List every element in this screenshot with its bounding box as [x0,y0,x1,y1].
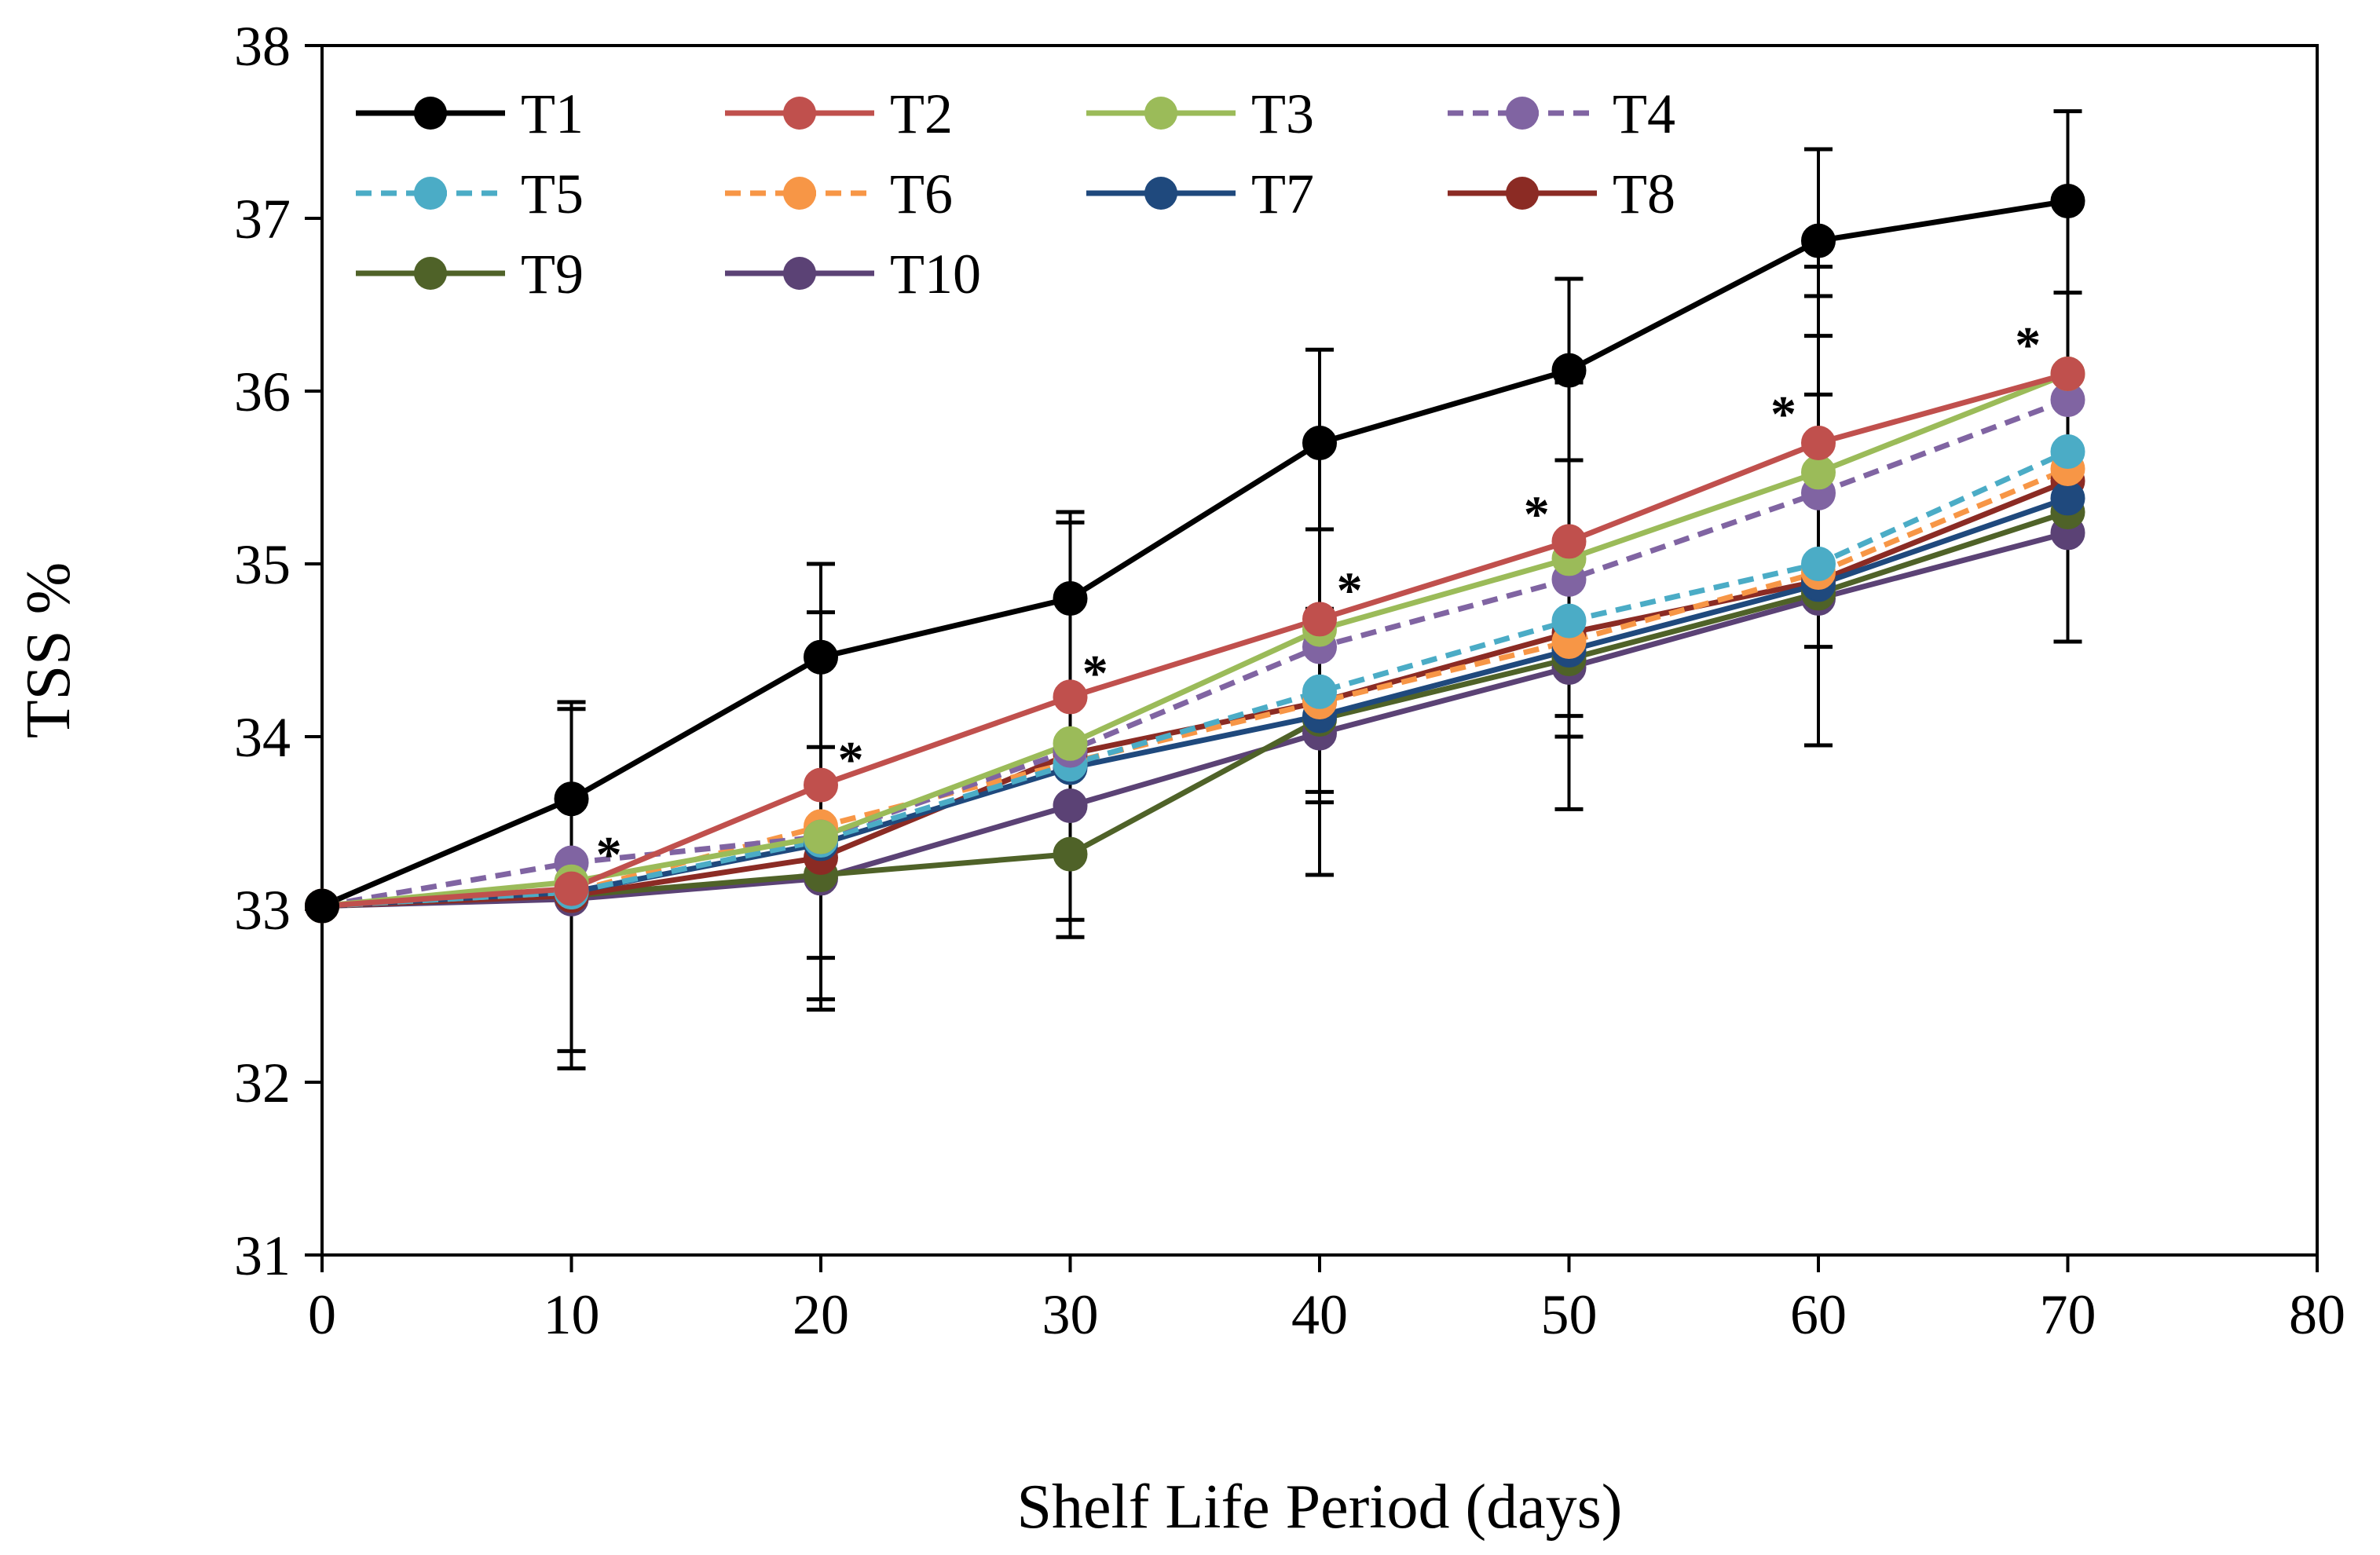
data-point-t1 [1801,223,1836,258]
x-tick-label: 0 [308,1283,336,1346]
legend-label-t8: T8 [1613,163,1675,225]
x-tick-label: 40 [1291,1283,1348,1346]
y-tick-label: 34 [234,706,291,769]
data-point-t2 [1551,524,1587,559]
series-line-t6 [321,466,2069,909]
significance-asterisk: * [1337,562,1363,619]
data-point-t2 [804,767,838,803]
data-point-t10 [1053,788,1088,823]
legend-marker-t4 [1506,97,1539,130]
x-tick-label: 30 [1042,1283,1099,1346]
series-line-t5 [321,448,2069,909]
data-point-t3 [1053,726,1088,761]
x-tick-label: 60 [1790,1283,1847,1346]
x-axis-title: Shelf Life Period (days) [1017,1473,1623,1542]
series-line-t1 [320,198,2069,909]
significance-asterisk: * [1770,386,1796,443]
data-point-t5 [2050,434,2085,469]
data-point-t1 [1551,353,1587,388]
data-point-t3 [1801,455,1836,490]
series-line-t8 [321,478,2069,909]
legend-marker-t2 [783,97,816,130]
significance-asterisk: * [596,826,622,884]
x-tick-label: 10 [544,1283,600,1346]
y-tick-label: 38 [234,15,291,78]
y-tick-label: 36 [234,360,291,423]
data-point-t1 [1302,426,1337,460]
significance-asterisk: * [838,731,864,788]
legend-marker-t1 [414,97,447,130]
legend-marker-t5 [414,177,447,210]
data-point-t5 [1551,603,1587,638]
significance-annotations: * * * * * * * [596,316,2041,884]
legend-label-t4: T4 [1613,82,1675,145]
x-tick-label: 80 [2289,1283,2345,1346]
legend-marker-t10 [783,257,816,290]
y-tick-label: 32 [234,1052,291,1114]
legend-marker-t3 [1144,97,1177,130]
y-tick-label: 35 [234,533,291,596]
x-tick-label: 50 [1541,1283,1598,1346]
legend-marker-t7 [1144,177,1177,210]
legend-label-t9: T9 [521,243,584,306]
x-axis: 0 10 20 30 40 50 60 70 80 [308,1255,2345,1346]
series-line-t2 [321,371,2069,909]
y-tick-label: 33 [234,879,291,942]
legend-label-t1: T1 [521,82,584,145]
y-tick-label: 31 [234,1224,291,1287]
data-point-t1 [554,781,589,817]
legend-label-t6: T6 [890,163,953,225]
legend-label-t5: T5 [521,163,584,225]
data-point-t9 [1053,836,1088,872]
data-point-t3 [804,819,838,854]
data-point-t1 [2050,184,2085,218]
data-point-t2 [2050,357,2085,391]
series-line-t10 [321,530,2069,909]
data-point-t1 [804,639,838,675]
data-point-t5 [1302,674,1337,709]
legend: T1 T2 T3 T4 T5 T6 T7 T8 T9 T10 [356,82,1675,306]
series-markers [305,184,2085,924]
y-tick-label: 37 [234,188,291,251]
data-point-t2 [1053,679,1088,715]
x-tick-label: 70 [2040,1283,2096,1346]
legend-marker-t8 [1506,177,1539,210]
legend-marker-t9 [414,257,447,290]
data-point-t2 [1801,426,1836,460]
data-point-t2 [1302,602,1337,637]
data-point-t1 [305,888,339,924]
legend-marker-t6 [783,177,816,210]
x-tick-label: 20 [793,1283,849,1346]
legend-label-t10: T10 [890,243,981,306]
data-point-t7 [2050,481,2085,516]
legend-label-t2: T2 [890,82,953,145]
series-line-t9 [321,509,2069,909]
significance-asterisk: * [2015,316,2041,374]
legend-label-t3: T3 [1251,82,1314,145]
legend-label-t7: T7 [1251,163,1314,225]
data-point-t5 [1801,547,1836,581]
data-point-t2 [554,871,589,906]
significance-asterisk: * [1524,486,1550,543]
y-axis-title: TSS % [14,562,83,739]
data-point-t1 [1053,581,1088,616]
series-lines [320,198,2069,909]
significance-asterisk: * [1082,645,1108,702]
y-axis: 31 32 33 34 35 36 37 38 [234,15,322,1287]
series-line-t4 [321,397,2069,909]
